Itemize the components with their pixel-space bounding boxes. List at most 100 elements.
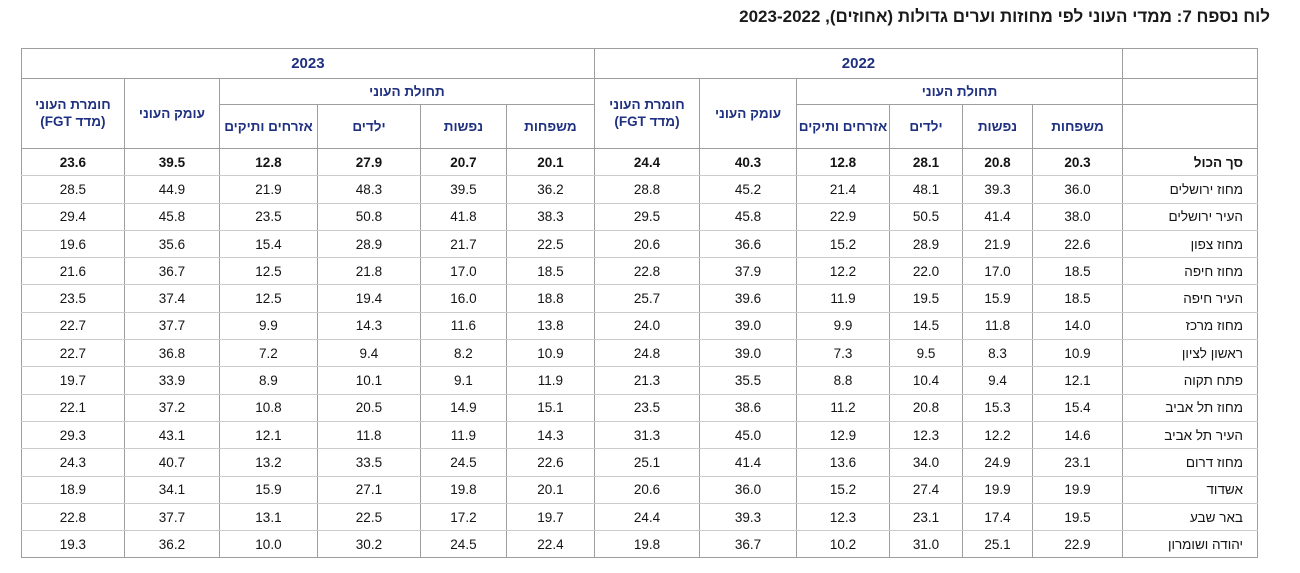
data-cell: 45.8 <box>123 202 220 231</box>
data-cell: 19.4 <box>316 284 421 313</box>
data-cell: 28.5 <box>20 175 125 204</box>
data-cell: 8.8 <box>796 366 890 395</box>
data-cell: 12.1 <box>218 420 318 450</box>
row-label: מחוז ירושלים <box>1122 175 1258 204</box>
row-label: מחוז חיפה <box>1122 257 1258 286</box>
children-header-2023: ילדים <box>316 104 421 149</box>
data-cell: 36.7 <box>123 257 220 286</box>
data-cell: 12.1 <box>1032 366 1123 395</box>
severity-header-line2: (מדד FGT) <box>614 113 680 129</box>
table-row: יהודה ושומרון 22.9 25.1 31.0 10.2 36.7 19.8 22.… <box>20 530 1258 559</box>
data-cell: 44.9 <box>123 175 220 204</box>
data-cell: 36.0 <box>1032 175 1123 204</box>
data-cell: 15.1 <box>505 393 595 422</box>
data-cell: 23.5 <box>218 202 318 231</box>
row-label: אשדוד <box>1122 475 1258 504</box>
data-cell: 10.1 <box>316 366 421 395</box>
data-cell: 15.4 <box>1032 393 1123 422</box>
row-label: מחוז תל אביב <box>1122 393 1258 422</box>
data-cell: 48.1 <box>889 175 963 204</box>
data-cell: 28.9 <box>889 229 963 259</box>
data-cell: 27.4 <box>889 475 963 504</box>
data-cell: 11.9 <box>796 284 890 313</box>
data-cell: 10.0 <box>218 530 318 559</box>
data-cell: 28.8 <box>593 175 701 204</box>
row-label: העיר תל אביב <box>1122 420 1258 450</box>
data-cell: 20.7 <box>419 147 507 177</box>
data-cell: 10.4 <box>889 366 963 395</box>
table-row: העיר תל אביב 14.6 12.2 12.3 12.9 45.0 31.3 14.3… <box>20 420 1258 450</box>
row-label: מחוז דרום <box>1122 448 1258 477</box>
data-cell: 14.3 <box>505 420 595 450</box>
row-label: מחוז מרכז <box>1122 311 1258 341</box>
table-row: מחוז דרום 23.1 24.9 34.0 13.6 41.4 25.1 22.6 24.… <box>20 448 1258 477</box>
row-label: סך הכול <box>1122 147 1258 177</box>
table-row: העיר חיפה 18.5 15.9 19.5 11.9 39.6 25.7 18.8 16.… <box>20 284 1258 313</box>
data-cell: 36.8 <box>123 339 220 368</box>
data-cell: 27.9 <box>316 147 421 177</box>
table-container: 2022 2023 תחולת העוני עומק העוני חומרת ה… <box>20 48 1258 559</box>
data-cell: 20.6 <box>593 229 701 259</box>
data-cell: 41.4 <box>699 448 797 477</box>
data-cell: 21.9 <box>962 229 1033 259</box>
data-cell: 45.2 <box>699 175 797 204</box>
table-row: ראשון לציון 10.9 8.3 9.5 7.3 39.0 24.8 10.9 8.2 9… <box>20 339 1258 368</box>
data-cell: 29.4 <box>20 202 125 231</box>
data-cell: 22.6 <box>505 448 595 477</box>
page-title: לוח נספח 7: ממדי העוני לפי מחוזות וערים … <box>739 7 1270 26</box>
severity-header-2023: חומרת העוני (מדד FGT) <box>20 78 125 149</box>
data-cell: 38.6 <box>699 393 797 422</box>
table-row: מחוז מרכז 14.0 11.8 14.5 9.9 39.0 24.0 13.8 11.6… <box>20 311 1258 341</box>
data-cell: 24.4 <box>593 147 701 177</box>
seniors-header-2022: אזרחים ותיקים <box>796 104 890 149</box>
data-cell: 39.0 <box>699 311 797 341</box>
corner-cell <box>1122 104 1258 149</box>
row-label: מחוז צפון <box>1122 229 1258 259</box>
data-cell: 19.9 <box>1032 475 1123 504</box>
data-cell: 17.2 <box>419 502 507 532</box>
depth-header-2023: עומק העוני <box>123 78 220 149</box>
table-header: 2022 2023 תחולת העוני עומק העוני חומרת ה… <box>20 48 1258 149</box>
data-cell: 36.2 <box>123 530 220 559</box>
data-cell: 12.3 <box>889 420 963 450</box>
data-cell: 27.1 <box>316 475 421 504</box>
data-cell: 21.9 <box>218 175 318 204</box>
data-cell: 25.1 <box>593 448 701 477</box>
data-cell: 31.0 <box>889 530 963 559</box>
severity-header-line2: (מדד FGT) <box>40 113 106 129</box>
data-cell: 11.8 <box>316 420 421 450</box>
data-cell: 40.3 <box>699 147 797 177</box>
data-cell: 17.0 <box>962 257 1033 286</box>
row-label: העיר ירושלים <box>1122 202 1258 231</box>
data-cell: 9.9 <box>218 311 318 341</box>
data-cell: 18.9 <box>20 475 125 504</box>
data-cell: 14.6 <box>1032 420 1123 450</box>
data-cell: 10.9 <box>505 339 595 368</box>
corner-cell <box>1122 78 1258 105</box>
data-cell: 21.8 <box>316 257 421 286</box>
severity-header-line1: חומרת העוני <box>35 96 111 112</box>
data-cell: 37.7 <box>123 502 220 532</box>
data-cell: 39.3 <box>699 502 797 532</box>
seniors-header-2023: אזרחים ותיקים <box>218 104 318 149</box>
data-cell: 31.3 <box>593 420 701 450</box>
severity-header-2022: חומרת העוני (מדד FGT) <box>593 78 701 149</box>
data-cell: 9.1 <box>419 366 507 395</box>
data-cell: 41.4 <box>962 202 1033 231</box>
children-header-2022: ילדים <box>889 104 963 149</box>
data-cell: 10.8 <box>218 393 318 422</box>
data-cell: 9.4 <box>962 366 1033 395</box>
data-cell: 25.1 <box>962 530 1033 559</box>
data-cell: 29.3 <box>20 420 125 450</box>
header-group-row: תחולת העוני עומק העוני חומרת העוני (מדד … <box>20 78 1258 149</box>
data-cell: 24.5 <box>419 448 507 477</box>
depth-header-2022: עומק העוני <box>699 78 797 149</box>
data-cell: 22.6 <box>1032 229 1123 259</box>
data-cell: 22.4 <box>505 530 595 559</box>
data-cell: 24.3 <box>20 448 125 477</box>
data-cell: 22.9 <box>1032 530 1123 559</box>
data-cell: 21.3 <box>593 366 701 395</box>
data-cell: 48.3 <box>316 175 421 204</box>
data-cell: 28.9 <box>316 229 421 259</box>
data-cell: 29.5 <box>593 202 701 231</box>
